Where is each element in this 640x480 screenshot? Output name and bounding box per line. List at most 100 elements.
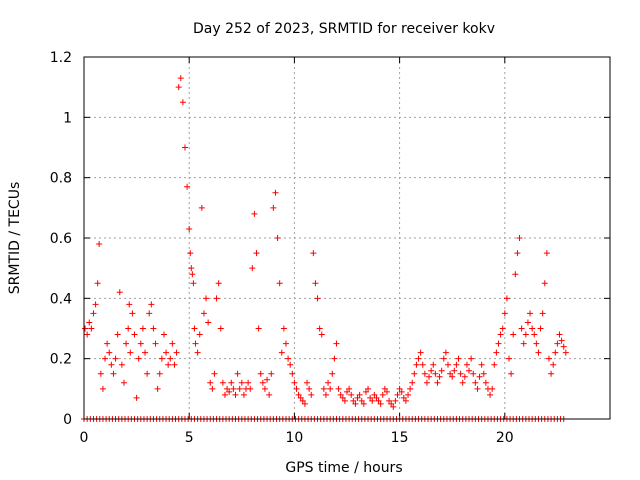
- data-point: [455, 355, 462, 362]
- data-point: [238, 379, 245, 386]
- x-tick-label: 15: [391, 430, 409, 446]
- data-point: [409, 379, 416, 386]
- data-point: [476, 373, 483, 380]
- data-point: [339, 394, 346, 401]
- data-point: [367, 394, 374, 401]
- y-tick-label: 0.8: [50, 171, 72, 187]
- data-point: [396, 385, 403, 392]
- data-point: [310, 250, 317, 257]
- data-point: [297, 394, 304, 401]
- data-point: [285, 355, 292, 362]
- data-point: [335, 385, 342, 392]
- data-point: [381, 385, 388, 392]
- data-point: [531, 331, 538, 338]
- data-point: [245, 379, 252, 386]
- data-point: [135, 355, 142, 362]
- data-point: [423, 379, 430, 386]
- data-point: [118, 361, 125, 368]
- data-point: [131, 331, 138, 338]
- data-point: [489, 385, 496, 392]
- data-point: [560, 343, 567, 350]
- data-point: [430, 361, 437, 368]
- data-point: [451, 367, 458, 374]
- axis-ticks: 0 0.2 0.4 0.6 0.8 1 1.2 0 5 10 15 20: [50, 50, 610, 446]
- data-point: [512, 271, 519, 278]
- data-point: [436, 373, 443, 380]
- data-point: [110, 370, 117, 377]
- data-point: [120, 379, 127, 386]
- data-point: [327, 385, 334, 392]
- data-point: [440, 355, 447, 362]
- y-tick-label: 0.6: [50, 231, 72, 247]
- data-point: [86, 319, 93, 326]
- data-point: [221, 391, 228, 398]
- data-point: [205, 319, 212, 326]
- data-point: [92, 301, 99, 308]
- data-point: [453, 361, 460, 368]
- data-point: [230, 385, 237, 392]
- data-point: [276, 280, 283, 287]
- data-point: [144, 370, 151, 377]
- data-point: [139, 325, 146, 332]
- data-point: [493, 349, 500, 356]
- data-point: [253, 250, 260, 257]
- data-point: [320, 385, 327, 392]
- data-point: [554, 340, 561, 347]
- data-point: [457, 370, 464, 377]
- data-point: [562, 349, 569, 356]
- plot-frame: [83, 56, 611, 420]
- data-point: [394, 391, 401, 398]
- data-point: [94, 280, 101, 287]
- data-point: [308, 391, 315, 398]
- data-point: [312, 280, 319, 287]
- data-point: [125, 325, 132, 332]
- data-point: [470, 370, 477, 377]
- data-point: [299, 397, 306, 404]
- data-point: [352, 400, 359, 407]
- data-point: [200, 310, 207, 317]
- data-point: [291, 379, 298, 386]
- data-point: [266, 391, 273, 398]
- data-point: [133, 394, 140, 401]
- data-point: [379, 391, 386, 398]
- data-point: [191, 325, 198, 332]
- data-point: [301, 400, 308, 407]
- x-tick-label: 5: [185, 430, 194, 446]
- data-point: [341, 397, 348, 404]
- chart-title: Day 252 of 2023, SRMTID for receiver kok…: [193, 21, 495, 37]
- data-point: [537, 325, 544, 332]
- data-point: [171, 361, 178, 368]
- data-point: [421, 370, 428, 377]
- data-point: [432, 370, 439, 377]
- data-point: [459, 379, 466, 386]
- data-point: [360, 400, 367, 407]
- data-point: [215, 280, 222, 287]
- data-point: [520, 340, 527, 347]
- data-point: [461, 373, 468, 380]
- data-point: [306, 385, 313, 392]
- data-point: [373, 394, 380, 401]
- data-point: [383, 388, 390, 395]
- data-point: [337, 391, 344, 398]
- data-point: [152, 340, 159, 347]
- data-point: [316, 325, 323, 332]
- data-point: [371, 391, 378, 398]
- data-point: [198, 204, 205, 211]
- data-point: [293, 385, 300, 392]
- data-point: [146, 310, 153, 317]
- data-point: [213, 295, 220, 302]
- data-point: [314, 295, 321, 302]
- data-point: [192, 340, 199, 347]
- data-point: [369, 397, 376, 404]
- data-point: [247, 385, 254, 392]
- y-axis-label: SRMTID / TECUs: [7, 182, 23, 295]
- data-point: [365, 385, 372, 392]
- data-point: [510, 331, 517, 338]
- data-point: [165, 361, 172, 368]
- data-point: [102, 355, 109, 362]
- data-point: [88, 325, 95, 332]
- data-point: [261, 385, 268, 392]
- data-point: [501, 310, 508, 317]
- data-point: [289, 370, 296, 377]
